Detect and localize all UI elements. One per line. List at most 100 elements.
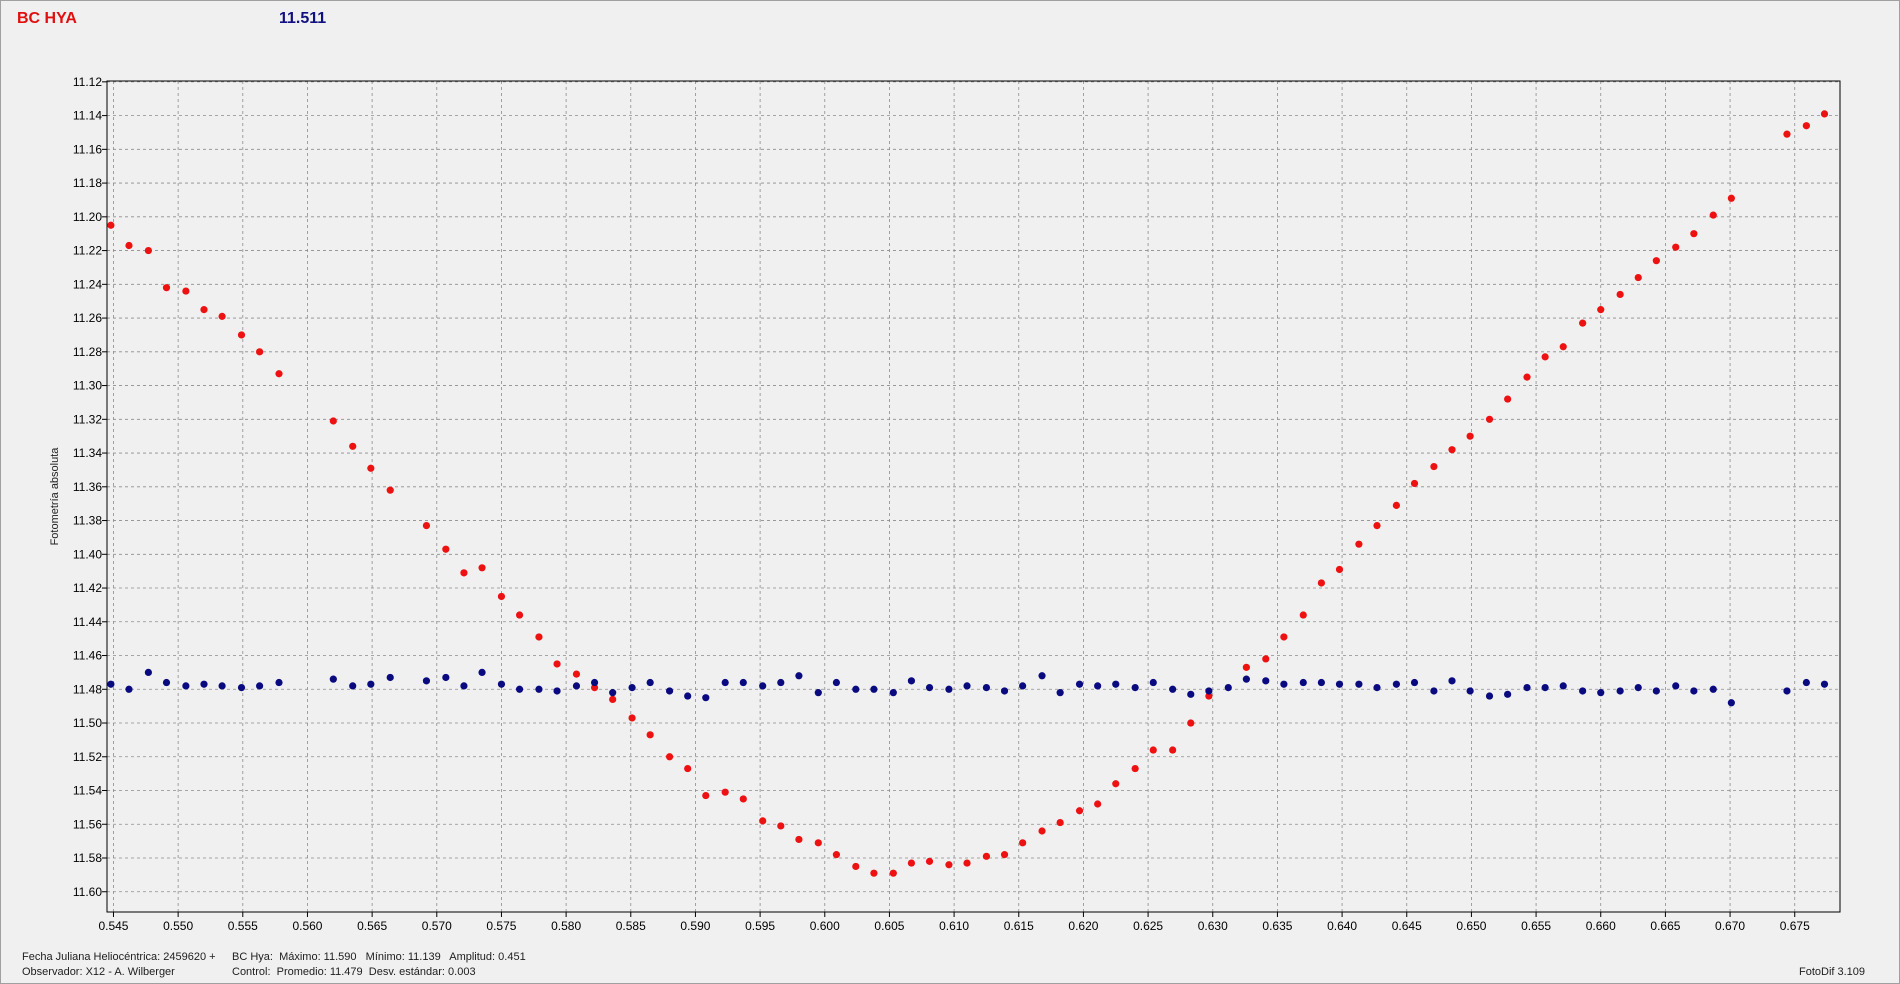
- y-tick-label: 11.28: [73, 345, 102, 359]
- data-point: [1597, 306, 1605, 314]
- x-tick-label: 0.635: [1262, 919, 1292, 933]
- y-tick-label: 11.50: [73, 716, 102, 730]
- data-point: [535, 685, 543, 693]
- y-tick-label: 11.46: [73, 649, 102, 663]
- x-tick-label: 0.545: [98, 919, 128, 933]
- data-point: [1466, 432, 1474, 440]
- y-tick-label: 11.36: [73, 480, 102, 494]
- data-point: [1149, 678, 1157, 687]
- x-tick-label: 0.660: [1586, 919, 1616, 933]
- data-point: [1392, 501, 1401, 509]
- y-tick-label: 11.60: [73, 885, 102, 899]
- x-tick-label: 0.605: [874, 919, 904, 933]
- data-point: [237, 331, 246, 339]
- data-point: [1504, 690, 1512, 698]
- data-point: [1056, 818, 1064, 827]
- data-point: [870, 869, 878, 877]
- data-point: [1187, 690, 1195, 698]
- footer-version: FotoDif 3.109: [1799, 966, 1866, 978]
- data-point: [759, 817, 767, 825]
- y-tick-label: 11.42: [73, 581, 102, 595]
- x-tick-label: 0.670: [1715, 919, 1745, 933]
- data-point: [1448, 677, 1456, 685]
- data-point: [684, 692, 692, 700]
- data-point: [386, 673, 394, 682]
- data-point: [1317, 579, 1325, 587]
- x-tick-label: 0.640: [1327, 919, 1357, 933]
- data-point: [1579, 319, 1587, 327]
- data-point: [1262, 655, 1270, 663]
- data-point: [739, 678, 747, 687]
- data-point: [1597, 689, 1605, 697]
- data-point: [759, 682, 767, 690]
- data-point: [646, 731, 654, 739]
- x-tick-label: 0.600: [810, 919, 840, 933]
- data-point: [1169, 685, 1177, 693]
- data-point: [1485, 415, 1494, 423]
- data-point: [889, 869, 897, 877]
- data-point: [1317, 678, 1325, 687]
- data-point: [478, 668, 486, 677]
- data-point: [1410, 678, 1419, 687]
- x-tick-label: 0.610: [939, 919, 969, 933]
- data-point: [367, 464, 375, 472]
- data-point: [125, 241, 133, 250]
- y-tick-label: 11.16: [73, 142, 102, 156]
- data-point: [572, 670, 581, 678]
- data-point: [1169, 746, 1177, 754]
- data-point: [1019, 682, 1027, 690]
- data-point: [1727, 699, 1735, 707]
- x-tick-label: 0.595: [745, 919, 775, 933]
- plot-area: [106, 80, 1841, 913]
- data-series: [107, 110, 1829, 877]
- x-tick-label: 0.650: [1456, 919, 1486, 933]
- data-point: [442, 545, 450, 553]
- data-point: [1727, 194, 1735, 202]
- data-point: [832, 851, 841, 859]
- data-point: [329, 417, 337, 425]
- data-point: [628, 683, 636, 692]
- variable-star-series: [107, 110, 1829, 877]
- data-point: [1690, 230, 1698, 238]
- data-point: [256, 348, 264, 356]
- data-point: [1075, 680, 1084, 688]
- data-point: [702, 694, 710, 702]
- data-point: [553, 660, 561, 668]
- y-tick-label: 11.20: [73, 210, 102, 224]
- y-tick-labels: 11.12 11.14 11.16 11.18 11.20 11.22 11.24 11.26…: [73, 75, 102, 899]
- data-point: [256, 682, 264, 690]
- data-point: [1094, 682, 1102, 690]
- data-point: [182, 287, 190, 295]
- x-tick-label: 0.550: [163, 919, 193, 933]
- data-point: [777, 822, 785, 830]
- data-point: [200, 680, 208, 688]
- control-star-series: [107, 668, 1829, 707]
- y-tick-label: 11.18: [73, 176, 102, 190]
- data-point: [107, 680, 115, 688]
- data-point: [1634, 683, 1642, 692]
- y-tick-label: 11.24: [73, 277, 102, 291]
- data-point: [1485, 692, 1494, 700]
- data-point: [702, 791, 710, 800]
- data-point: [218, 312, 226, 320]
- current-magnitude: 11.511: [279, 10, 327, 27]
- data-point: [982, 683, 991, 692]
- y-tick-label: 11.52: [73, 750, 102, 764]
- x-tick-label: 0.555: [228, 919, 258, 933]
- data-point: [1652, 687, 1660, 695]
- data-point: [852, 862, 860, 871]
- data-point: [1075, 807, 1084, 815]
- data-point: [889, 689, 897, 697]
- data-point: [590, 683, 599, 692]
- y-tick-label: 11.14: [73, 109, 102, 123]
- grid-lines: [107, 81, 1840, 912]
- data-point: [1299, 611, 1307, 619]
- data-point: [907, 859, 916, 867]
- data-point: [349, 442, 357, 450]
- data-point: [442, 673, 450, 682]
- x-tick-label: 0.575: [486, 919, 516, 933]
- data-point: [535, 633, 543, 641]
- data-point: [497, 680, 506, 688]
